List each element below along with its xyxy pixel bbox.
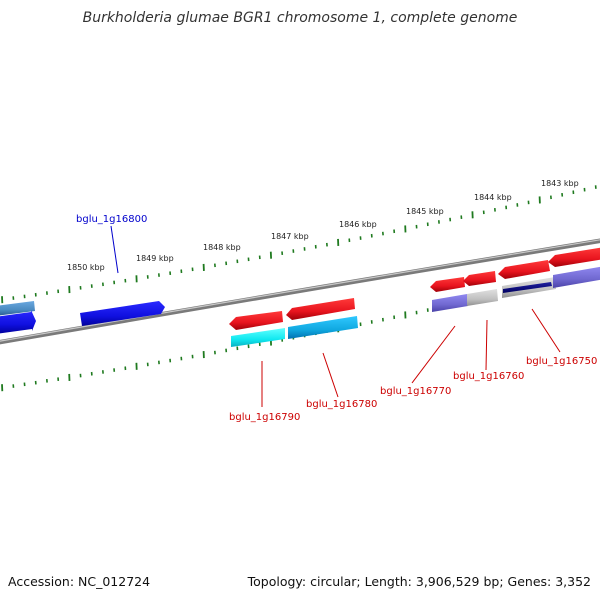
label-connectors <box>110 225 561 407</box>
gene-box-bglu-1g16780[interactable] <box>288 316 358 339</box>
ruler-label: 1845 kbp <box>406 207 444 216</box>
gene-box-bglu-1g16790[interactable] <box>231 328 285 347</box>
gene-label-bglu-1g16780[interactable]: bglu_1g16780 <box>306 399 377 410</box>
accession-text: Accession: NC_012724 <box>8 574 151 589</box>
gene-box-bglu-1g16770[interactable] <box>432 294 468 312</box>
gene-label-bglu-1g16760[interactable]: bglu_1g16760 <box>453 371 524 382</box>
gene-arrow[interactable] <box>286 298 355 320</box>
ruler-label: 1849 kbp <box>136 254 174 263</box>
genome-summary-text: Topology: circular; Length: 3,906,529 bp… <box>247 574 591 589</box>
chromosome-backbone <box>0 238 600 345</box>
gene-label-bglu-1g16770[interactable]: bglu_1g16770 <box>380 386 451 397</box>
gene-arrow-bglu-1g16800[interactable] <box>80 301 165 326</box>
gene-label-bglu-1g16750[interactable]: bglu_1g16750 <box>526 356 597 367</box>
gene-arrow[interactable] <box>498 260 550 279</box>
gene-label-bglu-1g16800[interactable]: bglu_1g16800 <box>76 214 147 225</box>
gene-arrow[interactable] <box>548 247 600 267</box>
gene-box[interactable] <box>553 266 600 288</box>
ruler-label: 1850 kbp <box>67 263 105 272</box>
ruler-labels: 1850 kbp 1849 kbp 1848 kbp 1847 kbp 1846… <box>67 179 579 272</box>
gene-box[interactable] <box>503 282 552 293</box>
ruler-label: 1847 kbp <box>271 232 309 241</box>
gene-labels: bglu_1g16800 bglu_1g16790 bglu_1g16780 b… <box>76 214 597 423</box>
gene-arrow[interactable] <box>463 271 496 286</box>
gene-label-bglu-1g16790[interactable]: bglu_1g16790 <box>229 412 300 423</box>
ruler-label: 1843 kbp <box>541 179 579 188</box>
ruler-label: 1848 kbp <box>203 243 241 252</box>
map-title: Burkholderia glumae BGR1 chromosome 1, c… <box>82 10 518 26</box>
ruler-outer-ticks <box>1 185 597 304</box>
gene-arrow[interactable] <box>0 301 35 316</box>
ruler-label: 1844 kbp <box>474 193 512 202</box>
gene-arrow[interactable] <box>0 310 36 334</box>
gene-arrow[interactable] <box>229 311 283 330</box>
gene-arrow[interactable] <box>430 277 465 292</box>
ruler-label: 1846 kbp <box>339 220 377 229</box>
gene-features <box>0 247 600 347</box>
gene-box-bglu-1g16760[interactable] <box>467 289 498 306</box>
